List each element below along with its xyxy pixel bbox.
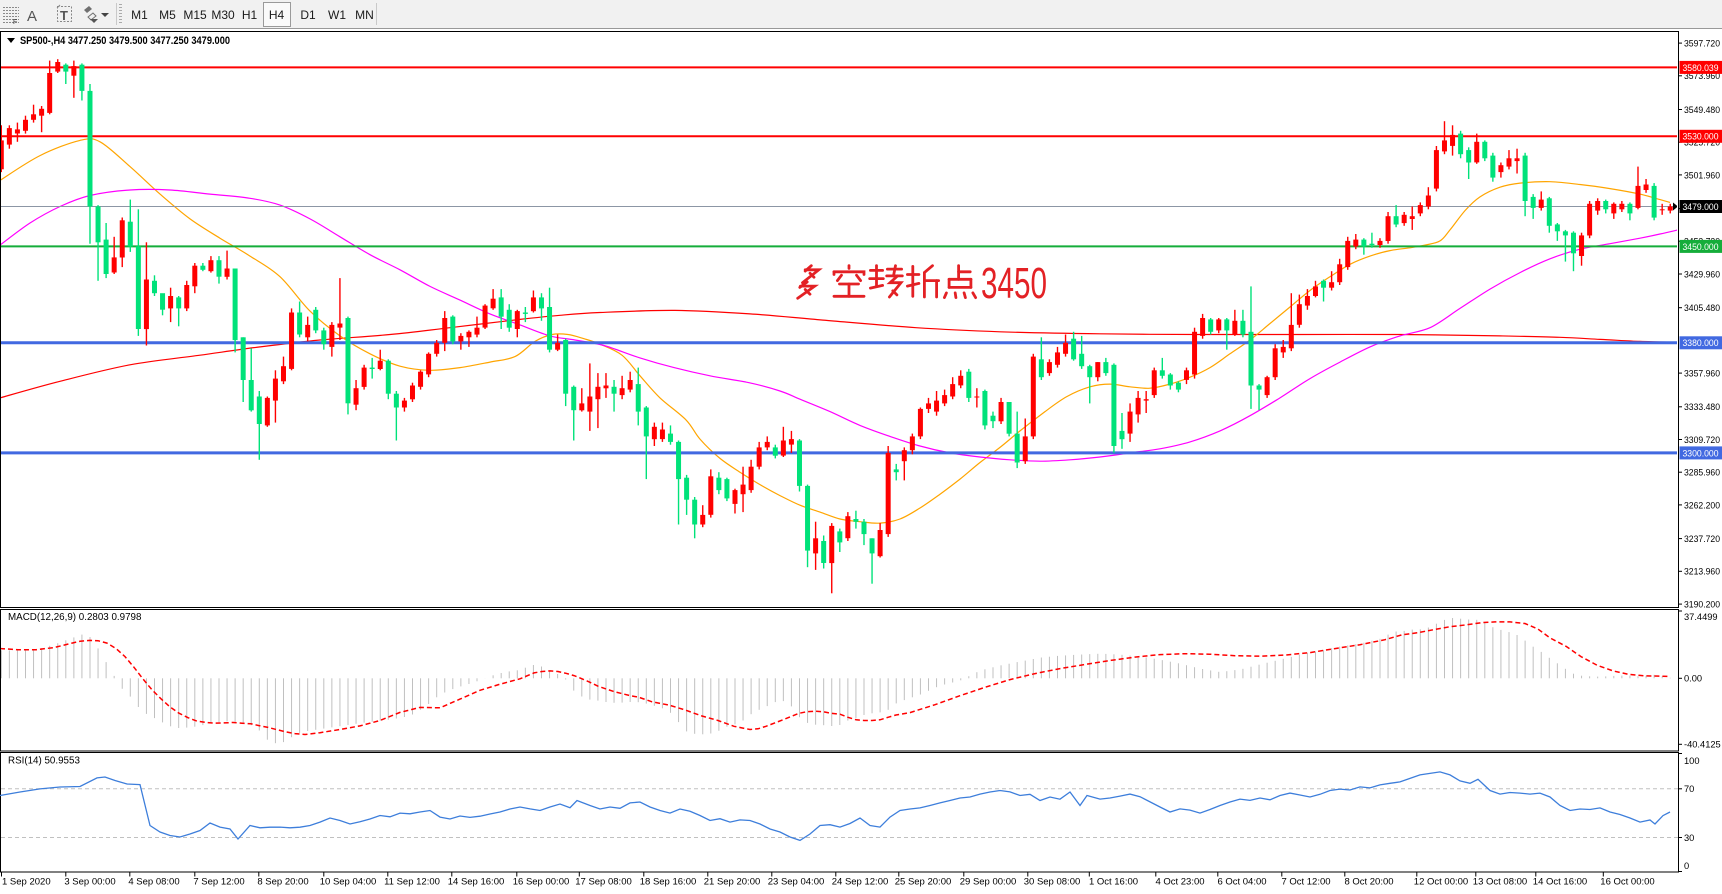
svg-text:1 Sep 2020: 1 Sep 2020 [2, 877, 51, 888]
svg-text:23 Sep 04:00: 23 Sep 04:00 [768, 877, 825, 888]
svg-text:21 Sep 20:00: 21 Sep 20:00 [704, 877, 761, 888]
svg-text:3501.960: 3501.960 [1684, 170, 1720, 180]
svg-text:H1: H1 [242, 8, 258, 22]
svg-text:37.4499: 37.4499 [1684, 612, 1718, 622]
svg-text:25 Sep 20:00: 25 Sep 20:00 [895, 877, 952, 888]
svg-text:3213.960: 3213.960 [1684, 567, 1720, 577]
svg-text:T: T [60, 8, 68, 23]
svg-text:3479.000: 3479.000 [1683, 202, 1719, 212]
svg-text:10 Sep 04:00: 10 Sep 04:00 [320, 877, 377, 888]
svg-text:M15: M15 [183, 8, 207, 22]
svg-text:3285.960: 3285.960 [1684, 468, 1720, 478]
svg-text:14 Sep 16:00: 14 Sep 16:00 [448, 877, 505, 888]
svg-text:24 Sep 12:00: 24 Sep 12:00 [832, 877, 889, 888]
svg-text:29 Sep 00:00: 29 Sep 00:00 [960, 877, 1017, 888]
svg-text:H4: H4 [269, 8, 285, 22]
svg-text:1 Oct 16:00: 1 Oct 16:00 [1089, 877, 1138, 888]
svg-text:3597.720: 3597.720 [1684, 39, 1720, 49]
svg-text:8 Oct 20:00: 8 Oct 20:00 [1344, 877, 1393, 888]
svg-text:M1: M1 [131, 8, 148, 22]
svg-text:M30: M30 [211, 8, 235, 22]
svg-text:RSI(14) 50.9553: RSI(14) 50.9553 [8, 756, 80, 767]
svg-text:3262.200: 3262.200 [1684, 500, 1720, 510]
svg-text:100: 100 [1684, 756, 1700, 766]
svg-text:70: 70 [1684, 784, 1694, 794]
svg-text:12 Oct 00:00: 12 Oct 00:00 [1414, 877, 1468, 888]
svg-text:3429.960: 3429.960 [1684, 269, 1720, 279]
svg-text:3300.000: 3300.000 [1683, 448, 1719, 458]
svg-text:16 Oct 00:00: 16 Oct 00:00 [1600, 877, 1654, 888]
svg-text:3580.039: 3580.039 [1683, 63, 1719, 73]
svg-text:3530.000: 3530.000 [1683, 132, 1719, 142]
svg-text:7 Oct 12:00: 7 Oct 12:00 [1281, 877, 1330, 888]
svg-text:3573.960: 3573.960 [1684, 71, 1720, 81]
svg-text:F: F [13, 19, 17, 26]
svg-text:MACD(12,26,9) 0.2803 0.9798: MACD(12,26,9) 0.2803 0.9798 [8, 612, 142, 623]
svg-text:6 Oct 04:00: 6 Oct 04:00 [1217, 877, 1266, 888]
svg-text:18 Sep 16:00: 18 Sep 16:00 [640, 877, 697, 888]
svg-text:W1: W1 [328, 8, 346, 22]
svg-text:13 Oct 08:00: 13 Oct 08:00 [1473, 877, 1527, 888]
svg-text:3549.480: 3549.480 [1684, 105, 1720, 115]
svg-text:30: 30 [1684, 833, 1694, 843]
svg-text:7 Sep 12:00: 7 Sep 12:00 [193, 877, 244, 888]
svg-text:3237.720: 3237.720 [1684, 534, 1720, 544]
svg-text:0.00: 0.00 [1684, 674, 1702, 684]
svg-text:3450: 3450 [981, 259, 1047, 308]
svg-text:3309.720: 3309.720 [1684, 435, 1720, 445]
svg-text:-40.4125: -40.4125 [1684, 740, 1721, 750]
svg-text:14 Oct 16:00: 14 Oct 16:00 [1533, 877, 1587, 888]
svg-text:3405.480: 3405.480 [1684, 303, 1720, 313]
svg-text:MN: MN [355, 8, 374, 22]
svg-text:0: 0 [1684, 861, 1689, 871]
svg-text:4 Sep 08:00: 4 Sep 08:00 [128, 877, 179, 888]
svg-text:17 Sep 08:00: 17 Sep 08:00 [575, 877, 632, 888]
svg-text:16 Sep 00:00: 16 Sep 00:00 [513, 877, 570, 888]
svg-text:4 Oct 23:00: 4 Oct 23:00 [1155, 877, 1204, 888]
svg-text:M5: M5 [159, 8, 176, 22]
svg-text:D1: D1 [300, 8, 316, 22]
svg-text:3190.200: 3190.200 [1684, 600, 1720, 610]
svg-text:3450.000: 3450.000 [1683, 242, 1719, 252]
svg-text:8 Sep 20:00: 8 Sep 20:00 [257, 877, 308, 888]
svg-text:3380.000: 3380.000 [1683, 338, 1719, 348]
svg-text:3 Sep 00:00: 3 Sep 00:00 [64, 877, 115, 888]
svg-text:SP500-,H4 3477.250 3479.500 3: SP500-,H4 3477.250 3479.500 3477.250 347… [20, 35, 230, 47]
svg-text:A: A [27, 8, 37, 25]
svg-text:3357.960: 3357.960 [1684, 369, 1720, 379]
svg-text:3333.480: 3333.480 [1684, 402, 1720, 412]
svg-text:30 Sep 08:00: 30 Sep 08:00 [1024, 877, 1081, 888]
svg-text:11 Sep 12:00: 11 Sep 12:00 [384, 877, 440, 888]
